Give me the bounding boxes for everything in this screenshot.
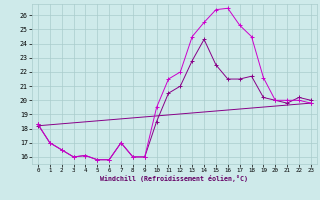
X-axis label: Windchill (Refroidissement éolien,°C): Windchill (Refroidissement éolien,°C) [100,175,248,182]
